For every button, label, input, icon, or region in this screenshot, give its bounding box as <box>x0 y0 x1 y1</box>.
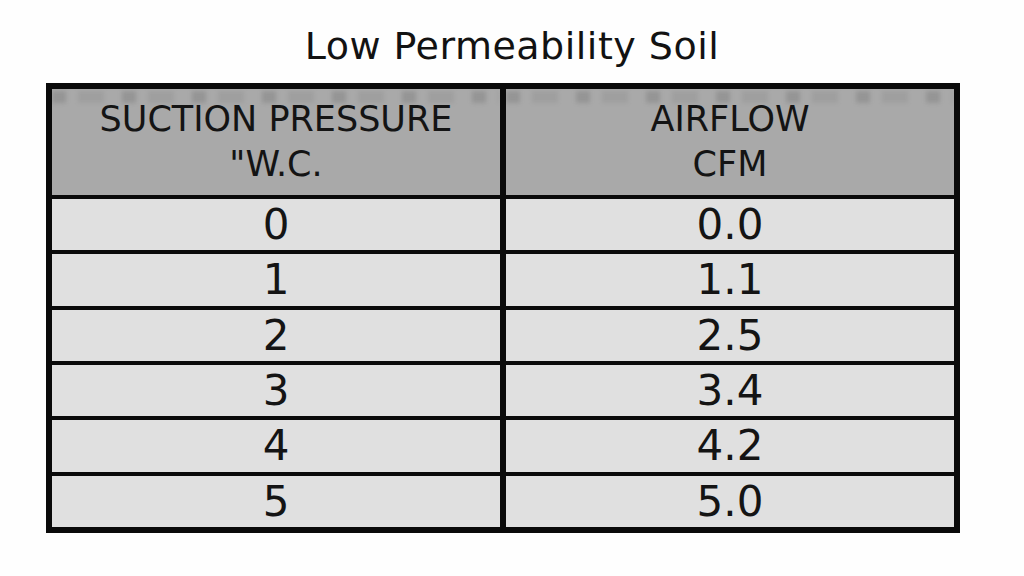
page-title: Low Permeability Soil <box>0 24 1024 68</box>
pressure-cell: 5 <box>52 476 500 527</box>
page: Low Permeability Soil SUCTION PRESSURE "… <box>0 0 1024 576</box>
pressure-cell: 4 <box>52 420 500 471</box>
pressure-cell: 3 <box>52 365 500 416</box>
column-header-line: AIRFLOW <box>650 97 809 142</box>
airflow-cell: 3.4 <box>506 365 954 416</box>
airflow-cell: 5.0 <box>506 476 954 527</box>
column-header-line: "W.C. <box>229 142 322 187</box>
pressure-cell: 0 <box>52 199 500 250</box>
column-header-line: SUCTION PRESSURE <box>100 97 453 142</box>
column-header-airflow: AIRFLOW CFM <box>506 89 954 195</box>
airflow-cell: 1.1 <box>506 254 954 305</box>
data-table: SUCTION PRESSURE "W.C. AIRFLOW CFM 0 0.0… <box>46 83 960 533</box>
column-header-line: CFM <box>693 142 768 187</box>
airflow-cell: 0.0 <box>506 199 954 250</box>
pressure-cell: 1 <box>52 254 500 305</box>
pressure-cell: 2 <box>52 310 500 361</box>
column-header-suction-pressure: SUCTION PRESSURE "W.C. <box>52 89 500 195</box>
airflow-cell: 2.5 <box>506 310 954 361</box>
airflow-cell: 4.2 <box>506 420 954 471</box>
